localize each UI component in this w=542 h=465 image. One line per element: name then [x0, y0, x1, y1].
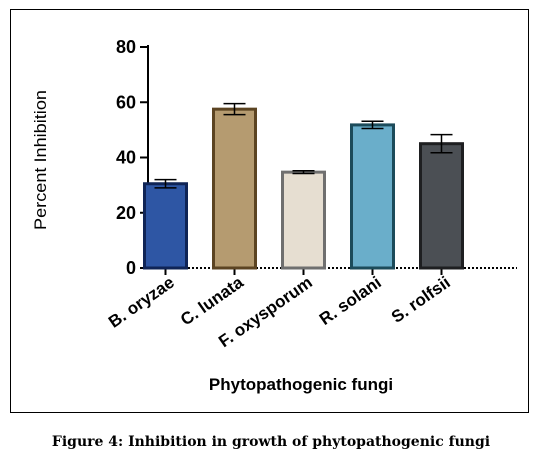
x-tick-label: R. solani — [316, 273, 385, 329]
bar — [212, 107, 257, 270]
x-axis-label: Phytopathogenic fungi — [209, 375, 393, 394]
x-tick-label: B. oryzae — [105, 273, 178, 332]
bar — [419, 142, 464, 270]
y-axis-label: Percent Inhibition — [31, 90, 50, 230]
bar — [350, 123, 395, 270]
y-tick-label: 60 — [116, 92, 136, 112]
bar — [143, 182, 188, 270]
y-tick-label: 20 — [116, 203, 136, 223]
figure-frame: 0 20 40 60 80 B. oryzae C. lunata F. oxysporum… — [10, 9, 529, 413]
bar — [281, 170, 326, 270]
y-tick-label: 0 — [126, 258, 136, 278]
figure-caption: Figure 4: Inhibition in growth of phytop… — [51, 434, 491, 450]
y-tick-label: 80 — [116, 37, 136, 57]
bars — [143, 102, 464, 270]
x-tick-label: S. rolfsii — [388, 273, 454, 327]
y-tick-label: 40 — [116, 148, 136, 168]
